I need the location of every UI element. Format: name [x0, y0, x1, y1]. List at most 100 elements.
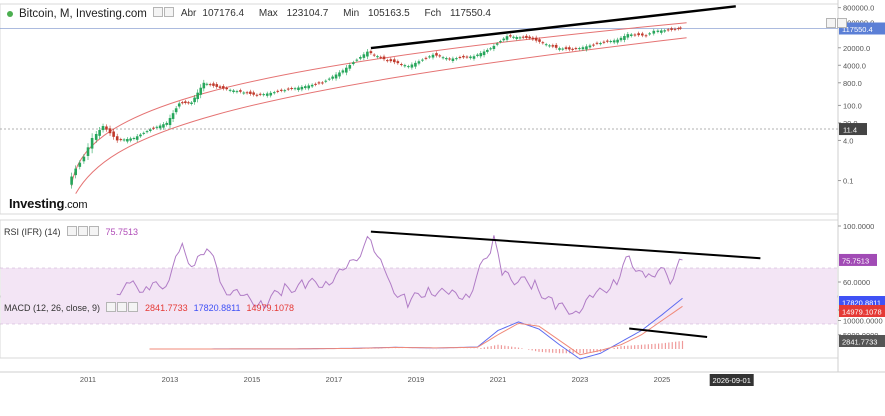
- macd-divergence-trendline: [629, 327, 708, 339]
- candle-body: [369, 51, 373, 54]
- rsi-line: [116, 235, 683, 315]
- candle-body: [629, 34, 633, 36]
- high-label: Max: [258, 8, 278, 19]
- candle-body: [588, 45, 592, 48]
- time-tick-label: 2023: [572, 375, 589, 384]
- time-tick-label: 2025: [654, 375, 671, 384]
- candle-body: [269, 92, 273, 96]
- rsi-tick-label: 60.0000: [843, 278, 870, 287]
- price-tick-label: 4000.0: [843, 61, 866, 70]
- candle-body: [174, 108, 178, 113]
- collapse-icon[interactable]: [837, 18, 847, 28]
- price-tick-label: 100.0: [843, 101, 862, 110]
- candle-body: [98, 130, 101, 136]
- candle-body: [486, 49, 489, 52]
- macd-badge-text: 17820.8811: [842, 299, 881, 308]
- candle-body: [407, 66, 410, 68]
- candle-body: [626, 34, 630, 38]
- candle-body: [441, 57, 445, 59]
- candle-body: [94, 134, 98, 140]
- candle-body: [300, 86, 304, 90]
- candle-body: [366, 51, 369, 57]
- settings-icon[interactable]: [106, 302, 117, 312]
- candle-body: [129, 138, 132, 141]
- candle-body: [258, 93, 262, 95]
- legend-controls[interactable]: [152, 7, 175, 20]
- candle-body: [142, 132, 146, 134]
- rsi-tick-label: 100.0000: [843, 222, 874, 231]
- candle-body: [379, 56, 383, 58]
- candle-body: [249, 91, 252, 94]
- candle-body: [235, 91, 239, 93]
- candle-body: [228, 89, 232, 91]
- candle-body: [492, 45, 496, 50]
- settings-icon[interactable]: [66, 226, 77, 236]
- time-tick-label: 2013: [162, 375, 179, 384]
- candle-body: [139, 134, 142, 137]
- candle-body: [656, 30, 660, 32]
- candle-body: [616, 39, 619, 43]
- candle-body: [132, 137, 136, 139]
- candle-body: [663, 30, 667, 32]
- macd-badge-bg: [839, 335, 885, 347]
- candle-body: [451, 58, 455, 61]
- candle-body: [670, 28, 673, 30]
- candle-body: [162, 124, 165, 128]
- candle-body: [199, 87, 203, 95]
- candle-body: [482, 51, 486, 56]
- candle-body: [290, 88, 293, 90]
- candle-body: [673, 28, 677, 30]
- candle-body: [126, 138, 129, 142]
- eye-icon[interactable]: [77, 226, 88, 236]
- candle-body: [465, 56, 469, 58]
- candle-body: [276, 90, 280, 92]
- candles-group: [70, 26, 682, 189]
- settings-icon[interactable]: [152, 7, 163, 17]
- ohlc-values: Abr 107176.4 Max 123104.7 Min 105163.5 Fc…: [181, 8, 503, 19]
- candle-body: [355, 59, 359, 61]
- main-legend: Bitcoin, M, Investing.com Abr 107176.4 Ma…: [7, 7, 503, 20]
- eye-icon[interactable]: [117, 302, 128, 312]
- time-tick-label: 2017: [326, 375, 343, 384]
- candle-body: [208, 84, 212, 86]
- candle-body: [334, 74, 338, 79]
- candle-body: [541, 42, 545, 44]
- open-value: 107176.4: [202, 8, 245, 19]
- candle-body: [637, 33, 640, 36]
- candle-body: [252, 92, 255, 95]
- candle-body: [115, 136, 119, 141]
- rsi-badge-text: 75.7513: [842, 256, 869, 265]
- time-tick-label: 2015: [244, 375, 261, 384]
- rsi-title: RSI (IFR) (14): [4, 227, 61, 237]
- date-badge-bg: [709, 374, 754, 386]
- close-icon[interactable]: [128, 302, 139, 312]
- candle-body: [558, 48, 561, 50]
- candle-body: [414, 62, 417, 67]
- eye-icon[interactable]: [163, 7, 174, 17]
- candle-body: [352, 62, 355, 65]
- maximize-icon[interactable]: [826, 18, 836, 28]
- arc-channel-lower: [75, 37, 687, 194]
- candle-body: [574, 48, 578, 50]
- close-icon[interactable]: [88, 226, 99, 236]
- candle-body: [112, 131, 115, 137]
- candle-body: [393, 59, 396, 63]
- candle-body: [105, 126, 108, 130]
- pane-controls[interactable]: [826, 18, 848, 30]
- candle-body: [544, 44, 548, 46]
- rsi-controls[interactable]: [66, 226, 100, 238]
- candle-body: [462, 55, 465, 58]
- candle-body: [181, 102, 184, 104]
- candle-body: [606, 40, 609, 42]
- price-tick-label: 800000.0: [843, 4, 874, 13]
- main-pane-frame: [0, 3, 839, 215]
- candle-body: [489, 48, 492, 50]
- macd-signal-line: [149, 305, 683, 356]
- rsi-band: [1, 268, 837, 324]
- candle-body: [386, 60, 389, 62]
- candle-body: [424, 57, 428, 59]
- rsi-divergence-trendline: [370, 230, 761, 260]
- candle-body: [177, 103, 181, 107]
- macd-controls[interactable]: [106, 302, 139, 314]
